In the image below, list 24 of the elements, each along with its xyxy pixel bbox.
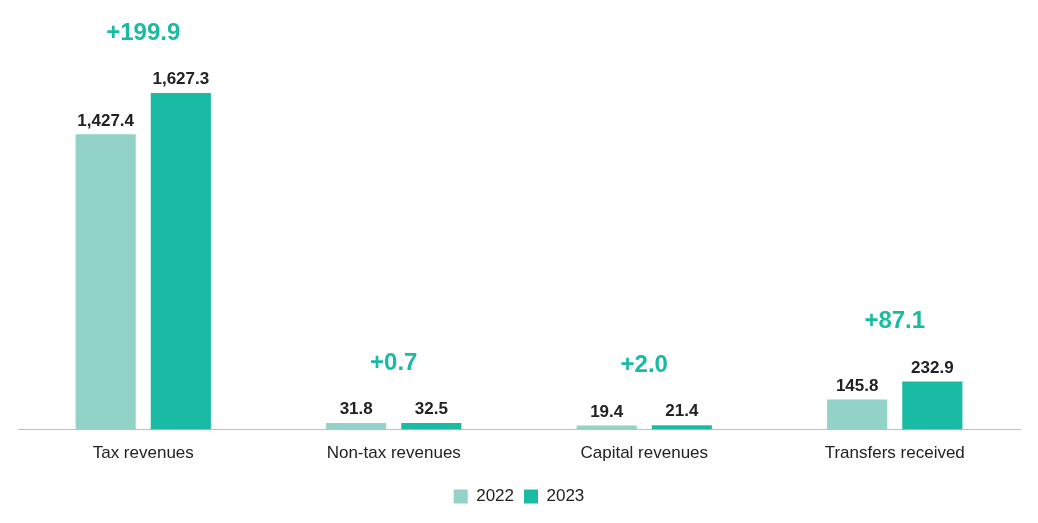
data-label: 31.8 (339, 399, 373, 419)
x-tick-label: Non-tax revenues (326, 443, 461, 463)
legend-label: 2022 (476, 486, 515, 506)
x-tick-label: Tax revenues (92, 443, 194, 463)
data-label: 19.4 (590, 401, 624, 421)
data-label: 145.8 (835, 375, 879, 395)
data-label: 21.4 (665, 401, 699, 421)
annotation: +2.0 (620, 349, 668, 377)
text: +199.9 (106, 17, 181, 45)
data-label: 32.5 (414, 399, 448, 419)
annotation: +0.7 (370, 347, 418, 375)
bar (75, 134, 136, 430)
bar (326, 423, 387, 430)
x-tick-label: Transfers received (824, 443, 965, 463)
bar (827, 399, 888, 430)
bar (902, 381, 963, 430)
legend-label: 2023 (546, 486, 585, 506)
bar (651, 425, 712, 430)
data-label: 1,627.3 (152, 69, 210, 89)
bar (150, 93, 211, 430)
data-label: 1,427.4 (77, 110, 135, 130)
x-tick-label: Capital revenues (580, 443, 709, 463)
data-label: 232.9 (911, 357, 954, 377)
annotation: +87.1 (864, 306, 926, 334)
